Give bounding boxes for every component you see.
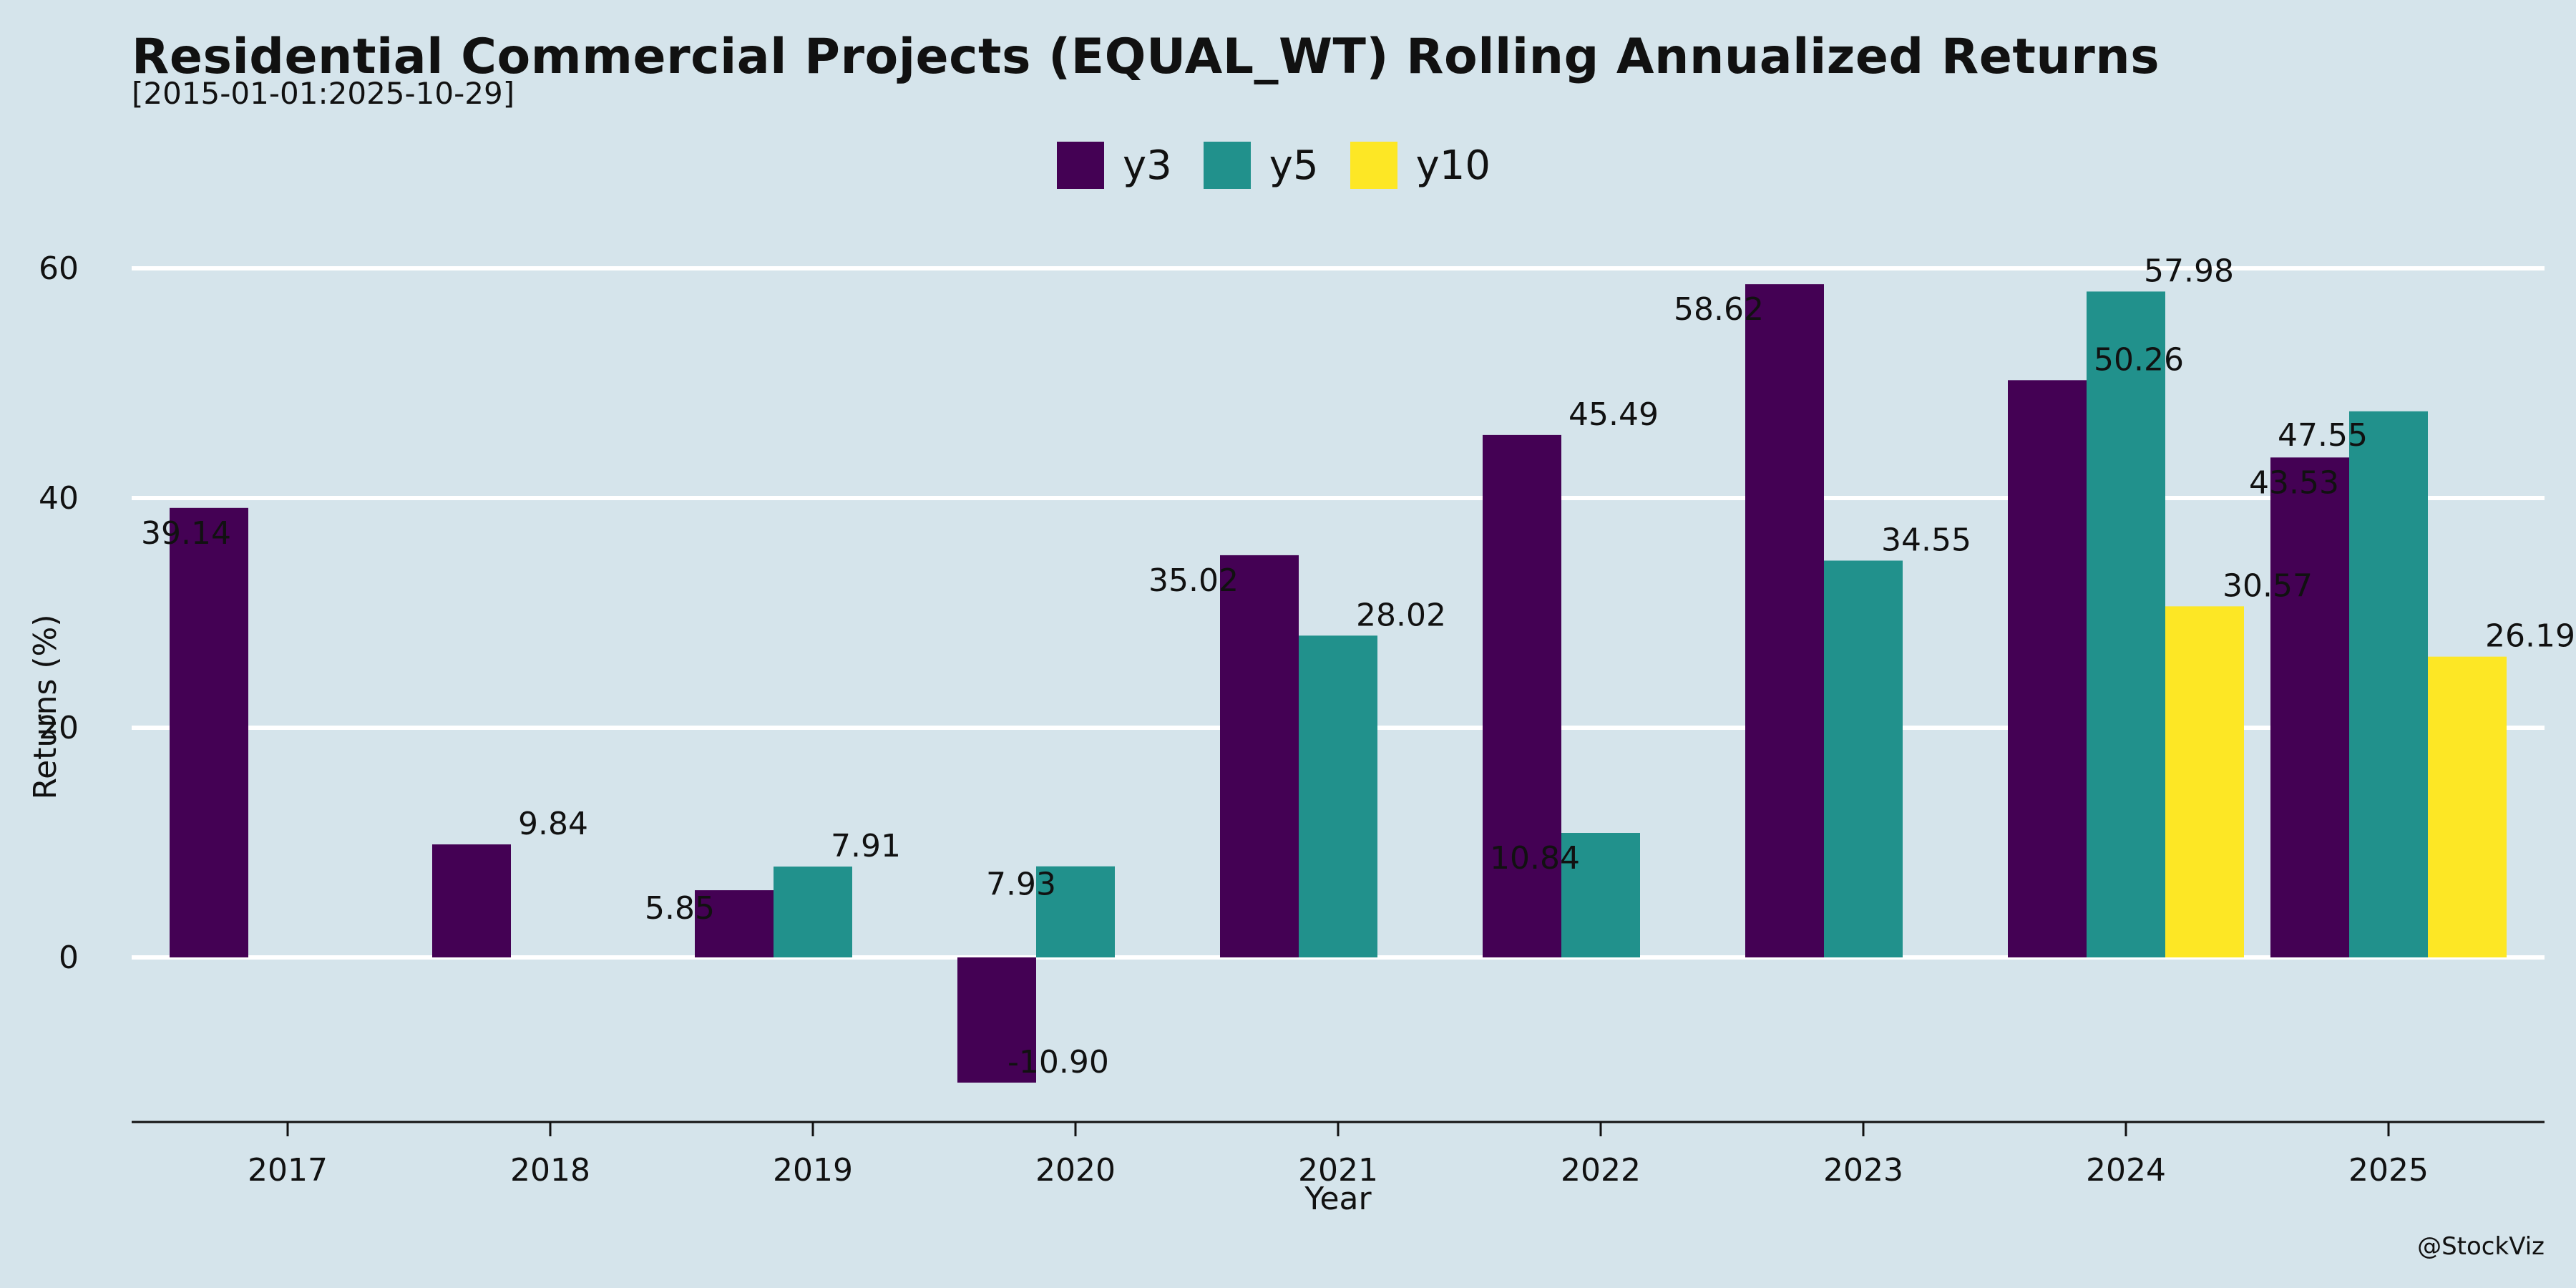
y-tick-label-20: 20 <box>39 710 79 746</box>
chart-title: Residential Commercial Projects (EQUAL_W… <box>132 29 2160 85</box>
bar-y3-2024 <box>2008 380 2087 957</box>
y-tick-label-0: 0 <box>59 940 79 976</box>
bar-y3-2023 <box>1745 284 1824 957</box>
data-label-y5-2021: 28.02 <box>1356 597 1446 633</box>
bar-y5-2025 <box>2349 411 2428 957</box>
data-label-y5-2023: 34.55 <box>1881 522 1971 558</box>
bar-y10-2025 <box>2428 656 2507 957</box>
x-axis-title: Year <box>1304 1181 1372 1217</box>
x-tick-label-2018: 2018 <box>510 1152 590 1189</box>
data-label-y10-2024: 30.57 <box>2223 567 2313 604</box>
data-labels: 39.14 9.84 5.85 7.91 -10.90 7.93 35.02 28.02 45.… <box>141 253 2575 1080</box>
watermark: @StockViz <box>2417 1232 2545 1261</box>
data-label-y5-2025: 47.55 <box>2278 417 2368 454</box>
data-label-y3-2025: 43.53 <box>2249 464 2339 501</box>
bar-y5-2021 <box>1299 635 1377 957</box>
legend-label-y5: y5 <box>1269 142 1319 189</box>
y-axis-title: Returns (%) <box>27 614 64 799</box>
legend-swatch-y5 <box>1203 142 1251 189</box>
x-tick-label-2020: 2020 <box>1035 1152 1116 1189</box>
data-label-y3-2020: -10.90 <box>1008 1044 1109 1080</box>
x-tick-label-2023: 2023 <box>1823 1152 1903 1189</box>
data-label-y10-2025: 26.19 <box>2485 618 2575 655</box>
x-tick-label-2017: 2017 <box>248 1152 328 1189</box>
legend-swatch-y3 <box>1057 142 1105 189</box>
bar-y3-2019 <box>695 890 774 957</box>
data-label-y3-2021: 35.02 <box>1148 562 1239 599</box>
data-label-y3-2019: 5.85 <box>645 890 715 927</box>
y-tick-label-40: 40 <box>39 480 79 517</box>
bars <box>170 284 2507 1083</box>
data-label-y3-2024: 50.26 <box>2094 341 2184 378</box>
legend-swatch-y10 <box>1350 142 1397 189</box>
data-label-y5-2022: 10.84 <box>1490 840 1580 877</box>
x-tick-label-2022: 2022 <box>1561 1152 1641 1189</box>
bar-y5-2019 <box>774 867 852 957</box>
x-tick-label-2021: 2021 <box>1298 1152 1378 1189</box>
bar-y3-2022 <box>1483 434 1561 957</box>
bar-y5-2022 <box>1561 833 1640 957</box>
legend-item-y10: y10 <box>1350 142 1491 189</box>
bar-y3-2025 <box>2270 457 2349 957</box>
data-label-y5-2024: 57.98 <box>2144 253 2234 289</box>
bar-y5-2020 <box>1036 866 1115 957</box>
legend-item-y3: y3 <box>1057 142 1172 189</box>
data-label-y5-2019: 7.91 <box>831 828 901 864</box>
bar-y10-2024 <box>2165 606 2244 957</box>
data-label-y3-2017: 39.14 <box>141 515 231 552</box>
x-tick-label-2024: 2024 <box>2086 1152 2166 1189</box>
data-label-y3-2023: 58.62 <box>1674 291 1764 328</box>
chart-subtitle: [2015-01-01:2025-10-29] <box>132 76 515 111</box>
y-tick-label-60: 60 <box>39 250 79 287</box>
bar-y3-2021 <box>1220 555 1299 957</box>
data-label-y3-2018: 9.84 <box>518 806 588 842</box>
bar-y3-2018 <box>432 844 511 957</box>
x-axis: 2017 2018 2019 2020 2021 2022 2023 2024 2025 <box>132 1121 2545 1189</box>
legend-label-y3: y3 <box>1123 142 1172 189</box>
bar-y5-2024 <box>2087 291 2165 957</box>
legend-label-y10: y10 <box>1415 142 1491 189</box>
legend: y3 y5 y10 <box>0 142 2547 189</box>
data-label-y5-2020: 7.93 <box>986 867 1056 903</box>
data-label-y3-2022: 45.49 <box>1568 396 1659 433</box>
bar-y3-2017 <box>170 507 248 957</box>
bar-y3-2020 <box>957 957 1036 1083</box>
x-tick-label-2019: 2019 <box>773 1152 853 1189</box>
bar-y5-2023 <box>1824 560 1903 957</box>
legend-item-y5: y5 <box>1203 142 1319 189</box>
x-tick-label-2025: 2025 <box>2348 1152 2429 1189</box>
